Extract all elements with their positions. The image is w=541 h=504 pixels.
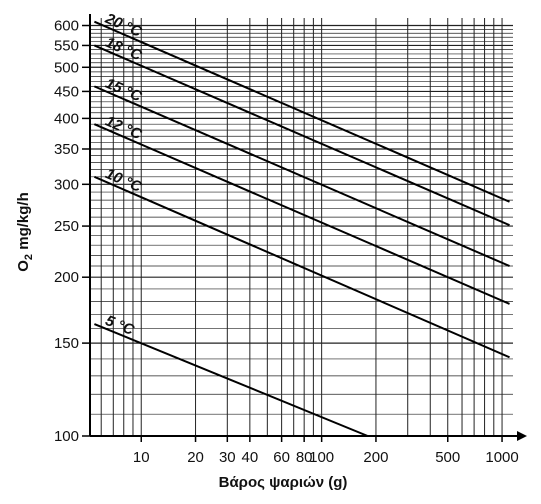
x-tick-label: 80 — [296, 449, 313, 466]
y-axis-title-sub: 2 — [23, 254, 35, 260]
x-tick-label: 20 — [187, 449, 204, 466]
grid — [90, 18, 513, 437]
y-tick-label: 400 — [54, 110, 79, 127]
y-tick-label: 350 — [54, 141, 79, 158]
y-axis-title-rest: mg/kg/h — [15, 192, 32, 254]
series-lines — [93, 20, 510, 437]
series-line — [94, 323, 369, 437]
y-tick-label: 150 — [54, 335, 79, 352]
series-line — [93, 20, 510, 203]
y-tick-label: 250 — [54, 218, 79, 235]
x-tick-label: 200 — [363, 449, 388, 466]
x-axis-arrow — [517, 431, 527, 441]
axes — [82, 14, 527, 442]
y-tick-label: 550 — [54, 37, 79, 54]
series-line — [93, 175, 510, 359]
x-tick-label: 100 — [309, 449, 334, 466]
x-tick-label: 60 — [273, 449, 290, 466]
x-axis-title: Βάρος ψαριών (g) — [219, 474, 348, 491]
y-axis-title: O2 mg/kg/h — [15, 192, 35, 271]
y-tick-label: 300 — [54, 176, 79, 193]
y-tick-label: 100 — [54, 428, 79, 445]
x-tick-label: 10 — [133, 449, 150, 466]
x-tick-label: 30 — [219, 449, 236, 466]
series-line — [93, 44, 510, 227]
y-tick-label: 200 — [54, 269, 79, 286]
x-tick-label: 500 — [435, 449, 460, 466]
y-axis-title-main: O — [15, 260, 32, 272]
series-line — [93, 123, 510, 305]
y-tick-label: 450 — [54, 83, 79, 100]
x-tick-label: 40 — [242, 449, 259, 466]
y-tick-label: 500 — [54, 59, 79, 76]
series-line — [93, 85, 510, 267]
y-tick-label: 600 — [54, 18, 79, 35]
x-tick-label: 1000 — [485, 449, 518, 466]
